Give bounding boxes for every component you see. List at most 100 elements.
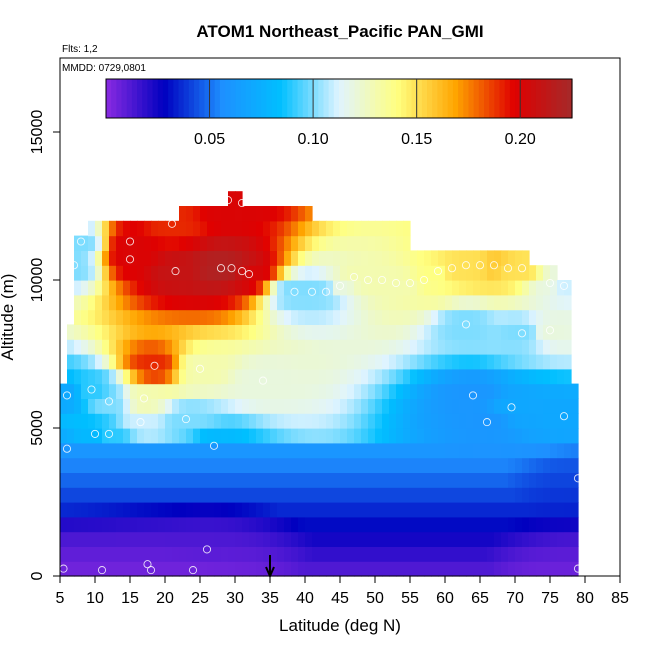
heatmap-cell [466, 354, 474, 370]
heatmap-cell [179, 339, 187, 355]
heatmap-cell [487, 398, 495, 414]
heatmap-cell [445, 516, 453, 533]
heatmap-cell [543, 472, 551, 488]
colorbar-swatch [261, 79, 268, 118]
heatmap-cell [312, 472, 320, 488]
heatmap-cell [550, 413, 558, 429]
heatmap-cell [74, 531, 82, 547]
heatmap-cell [354, 413, 362, 429]
heatmap-cell [256, 339, 264, 355]
heatmap-cell [207, 324, 215, 340]
heatmap-cell [522, 428, 530, 444]
heatmap-cell [333, 339, 341, 355]
heatmap-cell [326, 220, 334, 237]
heatmap-cell [333, 220, 341, 237]
heatmap-cell [501, 487, 509, 503]
heatmap-cell [207, 546, 215, 562]
heatmap-cell [424, 354, 432, 370]
heatmap-cell [354, 339, 362, 355]
heatmap-cell [95, 250, 103, 266]
heatmap-cell [270, 531, 278, 547]
heatmap-cell [522, 294, 530, 311]
heatmap-cell [403, 428, 411, 444]
heatmap-cell [60, 502, 68, 518]
heatmap-cell [459, 250, 467, 266]
heatmap-cell [305, 472, 313, 488]
heatmap-cell [242, 206, 250, 222]
heatmap-cell [116, 487, 124, 503]
heatmap-cell [424, 516, 432, 533]
heatmap-cell [109, 413, 117, 429]
colorbar-swatch [406, 79, 413, 118]
heatmap-cell [515, 398, 523, 414]
heatmap-cell [501, 339, 509, 355]
heatmap-cell [270, 309, 278, 325]
heatmap-cell [130, 487, 138, 503]
colorbar-swatch [421, 79, 428, 118]
heatmap-cell [431, 487, 439, 503]
heatmap-cell [60, 487, 68, 503]
colorbar-swatch [318, 79, 325, 118]
heatmap-cell [382, 413, 390, 429]
heatmap-cell [207, 235, 215, 251]
heatmap-cell [564, 428, 572, 444]
heatmap-cell [305, 294, 313, 311]
heatmap-cell [438, 354, 446, 370]
heatmap-cell [522, 442, 530, 459]
heatmap-cell [375, 531, 383, 547]
heatmap-cell [144, 250, 152, 266]
heatmap-cell [515, 561, 523, 577]
heatmap-cell [256, 472, 264, 488]
heatmap-cell [494, 428, 502, 444]
heatmap-cell [410, 531, 418, 547]
heatmap-cell [116, 457, 124, 473]
heatmap-cell [438, 250, 446, 266]
heatmap-cell [312, 442, 320, 459]
heatmap-cell [81, 428, 89, 444]
heatmap-cell [452, 368, 460, 385]
heatmap-cell [375, 265, 383, 281]
heatmap-cell [459, 457, 467, 473]
heatmap-cell [459, 265, 467, 281]
heatmap-cell [305, 220, 313, 237]
heatmap-cell [172, 324, 180, 340]
heatmap-cell [536, 428, 544, 444]
heatmap-cell [88, 309, 96, 325]
heatmap-cell [403, 235, 411, 251]
heatmap-cell [459, 561, 467, 577]
heatmap-cell [284, 339, 292, 355]
heatmap-cell [487, 442, 495, 459]
colorbar-swatch [452, 79, 459, 118]
heatmap-cell [144, 502, 152, 518]
colorbar-tick-label: 0.10 [298, 131, 329, 148]
heatmap-cell [438, 428, 446, 444]
heatmap-cell [221, 531, 229, 547]
heatmap-cell [354, 561, 362, 577]
heatmap-cell [445, 442, 453, 459]
colorbar-swatch [427, 79, 433, 118]
heatmap-cell [522, 472, 530, 488]
heatmap-cell [242, 220, 250, 237]
heatmap-cell [522, 531, 530, 547]
sample-point [188, 566, 198, 575]
heatmap-cell [424, 398, 432, 414]
heatmap-cell [179, 383, 187, 399]
heatmap-cell [88, 502, 96, 518]
heatmap-cell [95, 502, 103, 518]
heatmap-cell [165, 546, 173, 562]
heatmap-cell [102, 472, 110, 488]
heatmap-cell [151, 220, 159, 237]
heatmap-cell [165, 516, 173, 533]
x-tick-label: 85 [611, 590, 629, 607]
heatmap-cell [466, 309, 474, 325]
heatmap-cell [473, 561, 481, 577]
heatmap-cell [249, 280, 257, 296]
heatmap-cell [480, 368, 488, 385]
colorbar-swatch [168, 79, 174, 118]
heatmap-cell [403, 294, 411, 311]
heatmap-cell [81, 354, 89, 370]
heatmap-cell [284, 546, 292, 562]
heatmap-cell [487, 457, 495, 473]
heatmap-cell [200, 206, 208, 222]
heatmap-cell [95, 457, 103, 473]
